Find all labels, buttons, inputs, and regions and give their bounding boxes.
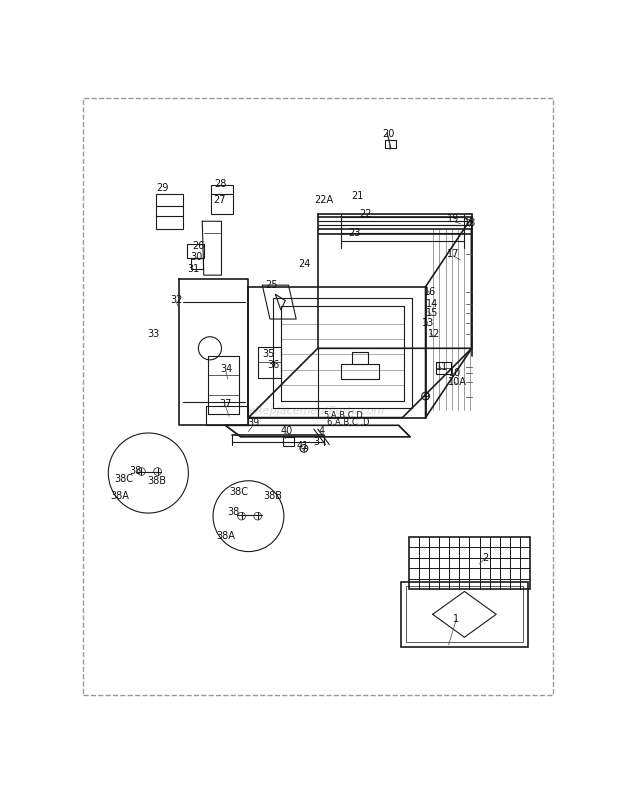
Text: 21: 21	[352, 191, 364, 201]
Text: 10A: 10A	[448, 377, 467, 387]
Text: 28: 28	[214, 179, 226, 189]
Text: 40: 40	[281, 425, 293, 436]
Text: 38C: 38C	[229, 487, 249, 497]
Text: 16: 16	[424, 287, 436, 297]
Text: 6,A,B,C ,D: 6,A,B,C ,D	[327, 418, 370, 428]
Text: 14: 14	[425, 298, 438, 309]
Text: 30: 30	[191, 253, 203, 262]
Text: 13: 13	[422, 318, 434, 328]
Bar	[436, 362, 451, 374]
Bar	[211, 185, 233, 214]
Text: 33: 33	[147, 330, 159, 339]
Bar	[191, 258, 203, 269]
Text: 1: 1	[453, 615, 459, 624]
Bar	[283, 436, 294, 446]
Bar	[187, 244, 204, 258]
Text: 4: 4	[319, 425, 325, 436]
Text: 35: 35	[262, 349, 275, 359]
Bar	[409, 537, 530, 590]
Text: 11: 11	[436, 362, 448, 372]
Text: 38A: 38A	[216, 531, 236, 541]
Text: 5,A,B,C,D: 5,A,B,C,D	[323, 411, 363, 420]
Text: 38A: 38A	[110, 491, 130, 501]
Text: 17: 17	[447, 249, 459, 258]
Text: 20: 20	[383, 130, 395, 139]
Text: 32: 32	[170, 295, 182, 305]
Bar	[156, 195, 183, 229]
Text: 39: 39	[247, 418, 259, 428]
Text: 38: 38	[129, 466, 141, 476]
Bar	[401, 582, 528, 647]
Text: 38B: 38B	[148, 476, 166, 486]
Text: 9: 9	[423, 392, 430, 402]
Text: 31: 31	[187, 264, 199, 274]
Text: 19: 19	[447, 214, 459, 224]
Text: eReplacementParts.com: eReplacementParts.com	[249, 406, 385, 416]
Text: 2: 2	[482, 553, 489, 563]
Text: 22: 22	[359, 209, 372, 218]
Text: 10: 10	[449, 368, 461, 378]
Text: 27: 27	[214, 195, 226, 205]
Text: 38: 38	[228, 506, 240, 517]
Text: 37: 37	[219, 399, 231, 409]
Text: 36: 36	[268, 360, 280, 371]
Text: 38C: 38C	[114, 474, 133, 484]
Text: 38B: 38B	[264, 491, 283, 501]
Text: 23: 23	[348, 228, 360, 238]
Text: 15: 15	[425, 308, 438, 318]
Text: 18: 18	[464, 217, 476, 228]
Text: 29: 29	[156, 183, 169, 193]
Text: 3: 3	[313, 437, 319, 447]
Text: 26: 26	[192, 241, 205, 251]
Text: 22A: 22A	[314, 195, 334, 205]
Text: 41: 41	[296, 441, 309, 451]
Text: 12: 12	[428, 330, 440, 339]
Text: 25: 25	[265, 280, 278, 290]
Text: 34: 34	[220, 364, 232, 374]
Bar	[405, 586, 523, 642]
Text: 24: 24	[298, 258, 311, 268]
